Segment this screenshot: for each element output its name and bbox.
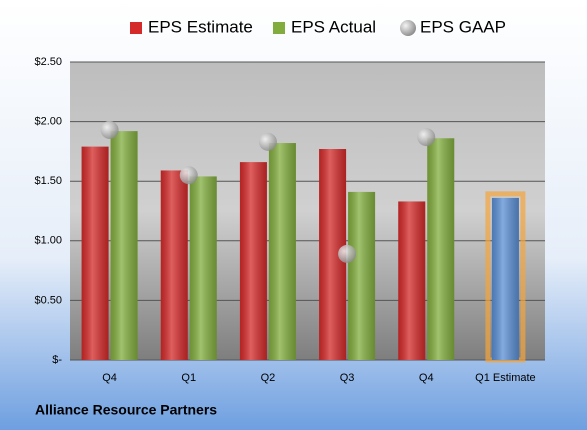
bar-shine [427, 138, 455, 360]
x-tick-label: Q2 [261, 372, 276, 384]
gaap-marker [179, 166, 198, 185]
y-tick-label: $2.50 [34, 56, 62, 68]
bar-shine [491, 197, 519, 360]
bar-shine [81, 146, 109, 360]
x-tick-label: Q4 [102, 372, 117, 384]
y-tick-label: $1.50 [34, 175, 62, 187]
bar-shine [398, 201, 426, 360]
bar-shine [189, 176, 217, 360]
chart-title: Alliance Resource Partners [35, 402, 217, 418]
legend-label: EPS Actual [291, 17, 376, 36]
bar-shine [348, 191, 376, 360]
y-tick-label: $1.00 [34, 235, 62, 247]
legend-marker [273, 22, 285, 34]
bar-shine [268, 143, 296, 360]
plot-area [70, 62, 545, 360]
y-tick-label: $2.00 [34, 116, 62, 128]
gaap-marker [100, 120, 119, 139]
legend-marker [400, 20, 416, 36]
x-tick-label: Q1 Estimate [475, 372, 536, 384]
y-tick-label: $- [52, 354, 62, 366]
gaap-marker [258, 132, 277, 151]
x-tick-label: Q3 [340, 372, 355, 384]
legend-label: EPS GAAP [420, 17, 506, 36]
y-tick-label: $0.50 [34, 294, 62, 306]
x-tick-label: Q1 [181, 372, 196, 384]
legend-label: EPS Estimate [148, 17, 253, 36]
gaap-marker [417, 128, 436, 147]
x-tick-label: Q4 [419, 372, 434, 384]
bar-shine [160, 170, 188, 360]
bar-shine [110, 131, 138, 360]
legend-marker [130, 22, 142, 34]
gaap-marker [338, 244, 357, 263]
bar-shine [239, 162, 267, 360]
